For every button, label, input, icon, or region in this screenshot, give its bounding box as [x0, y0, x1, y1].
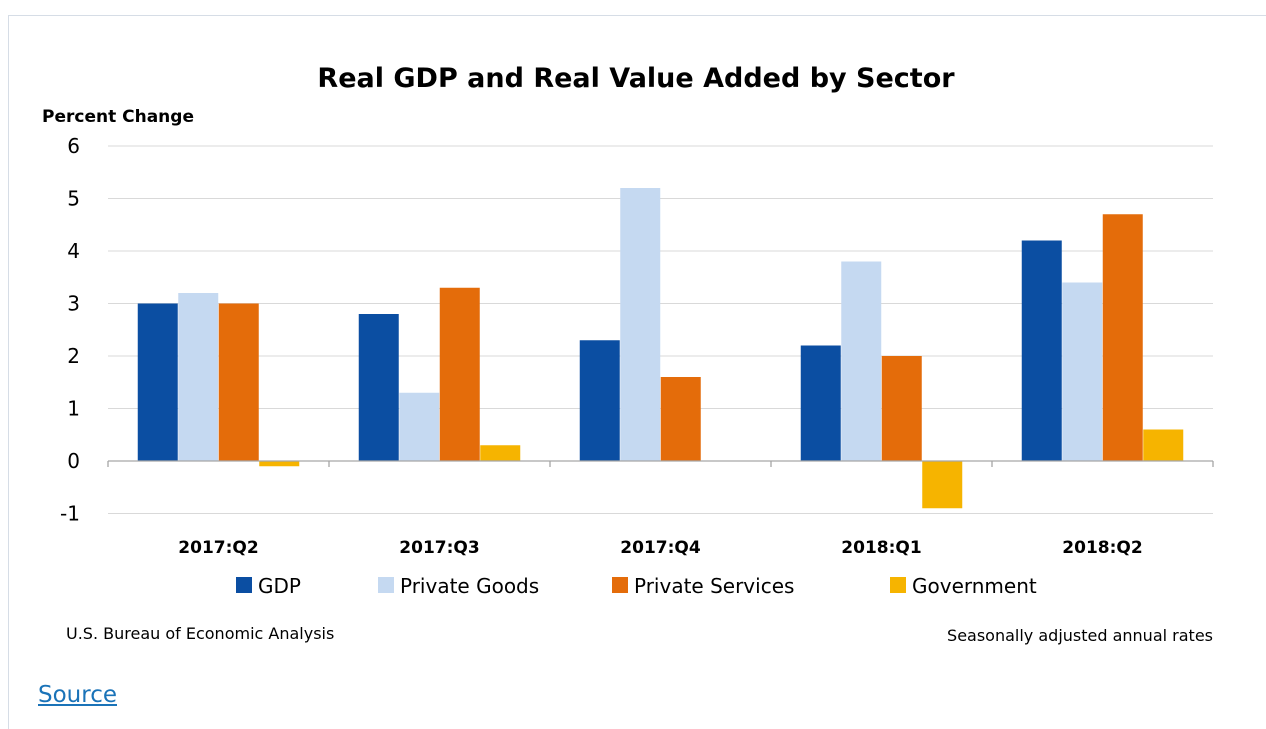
bar-gdp [579, 340, 620, 461]
bar-private-goods [620, 188, 661, 461]
x-category-label: 2018:Q1 [841, 538, 921, 558]
y-tick-label: 1 [67, 397, 80, 421]
y-tick-label: 6 [67, 134, 80, 158]
y-axis-ticks: 6 5 4 3 2 1 0 -1 [60, 134, 80, 526]
bar-private-goods [841, 261, 882, 461]
bar-private-services [439, 287, 480, 461]
legend-swatch [236, 577, 252, 593]
y-tick-label: 4 [67, 239, 80, 263]
bar-government [480, 445, 521, 461]
legend-label: Private Goods [400, 574, 539, 598]
x-category-label: 2017:Q3 [399, 538, 479, 558]
x-axis-categories: 2017:Q2 2017:Q3 2017:Q4 2018:Q1 2018:Q2 [178, 538, 1142, 558]
footnote-source: U.S. Bureau of Economic Analysis [66, 624, 334, 643]
legend-swatch [612, 577, 628, 593]
bar-gdp [358, 314, 399, 461]
x-category-label: 2017:Q4 [620, 538, 701, 558]
bar-government [1143, 429, 1184, 461]
legend-label: Government [912, 574, 1037, 598]
y-axis-label: Percent Change [42, 107, 194, 127]
bar-private-services [660, 377, 701, 461]
legend: GDP Private Goods Private Services Governme… [236, 574, 1037, 598]
y-tick-label: -1 [60, 502, 80, 526]
bars [137, 188, 1184, 509]
x-category-label: 2018:Q2 [1062, 538, 1142, 558]
bar-private-services [1102, 214, 1143, 461]
bar-gdp [1021, 240, 1062, 461]
bar-private-goods [1062, 282, 1103, 461]
chart-title: Real GDP and Real Value Added by Sector [317, 63, 955, 94]
y-tick-label: 3 [67, 292, 80, 316]
y-tick-label: 5 [67, 187, 80, 211]
bar-private-services [881, 356, 922, 461]
footnote-rates: Seasonally adjusted annual rates [947, 626, 1213, 645]
y-tick-label: 2 [67, 344, 80, 368]
bar-private-goods [399, 392, 440, 461]
x-category-label: 2017:Q2 [178, 538, 258, 558]
source-link[interactable]: Source [38, 682, 117, 708]
legend-label: GDP [258, 574, 301, 598]
x-axis [107, 460, 1214, 467]
legend-swatch [378, 577, 394, 593]
bar-government [259, 461, 300, 467]
bar-private-services [218, 303, 259, 461]
bar-government [922, 461, 963, 509]
chart-frame [8, 15, 1266, 729]
bar-gdp [137, 303, 178, 461]
legend-label: Private Services [634, 574, 794, 598]
bar-gdp [800, 345, 841, 461]
y-tick-label: 0 [67, 449, 80, 473]
legend-swatch [890, 577, 906, 593]
bar-private-goods [178, 293, 219, 461]
